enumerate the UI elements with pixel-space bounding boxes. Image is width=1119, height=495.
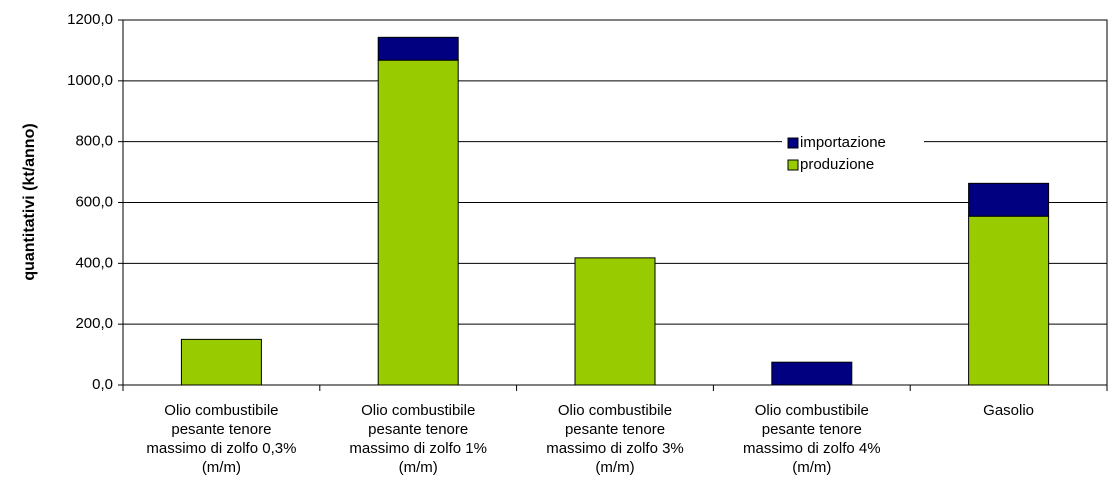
x-tick-line: massimo di zolfo 0,3%: [146, 440, 296, 457]
x-tick-line: Olio combustibile: [755, 402, 869, 419]
bar-segment: [180, 338, 262, 386]
x-tick-line: Olio combustibile: [164, 402, 278, 419]
bar-segment: [574, 257, 656, 386]
x-tick-line: Gasolio: [983, 402, 1034, 419]
plot-frame: [122, 19, 1108, 386]
x-tick-label: Olio combustibile pesante tenore massimo d…: [546, 402, 684, 476]
x-tick-line: pesante tenore: [565, 421, 665, 438]
y-tick-label: 600,0: [75, 193, 113, 210]
legend-box: [782, 128, 924, 180]
x-tick-line: (m/m): [792, 459, 831, 476]
x-tick-line: Olio combustibile: [558, 402, 672, 419]
x-tick-label: Olio combustibile pesante tenore massimo d…: [146, 402, 296, 476]
y-tick-label: 400,0: [75, 254, 113, 271]
y-tick-label: 200,0: [75, 315, 113, 332]
bar-segment: [771, 361, 853, 386]
x-tick-line: massimo di zolfo 4%: [743, 440, 881, 457]
x-tick-line: massimo di zolfo 3%: [546, 440, 684, 457]
bar-segment: [968, 215, 1050, 386]
y-tick-label: 1200,0: [67, 11, 113, 28]
y-tick-label: 0,0: [92, 376, 113, 393]
bar-segment: [968, 182, 1050, 217]
x-tick-line: Olio combustibile: [361, 402, 475, 419]
x-tick-label: Olio combustibile pesante tenore massimo d…: [743, 402, 881, 476]
y-tick-label: 1000,0: [67, 72, 113, 89]
x-tick-line: (m/m): [202, 459, 241, 476]
x-tick-label: Gasolio: [983, 402, 1034, 419]
x-tick-line: pesante tenore: [171, 421, 271, 438]
y-tick-label: 800,0: [75, 133, 113, 150]
x-tick-line: (m/m): [595, 459, 634, 476]
bar-segment: [377, 59, 459, 386]
y-axis-title: quantitativi (kt/anno): [21, 123, 38, 280]
bar-segment: [377, 36, 459, 61]
legend-swatch: [787, 137, 799, 149]
legend-label: produzione: [800, 156, 874, 173]
x-tick-line: pesante tenore: [368, 421, 468, 438]
x-tick-label: Olio combustibile pesante tenore massimo d…: [349, 402, 487, 476]
x-tick-line: massimo di zolfo 1%: [349, 440, 487, 457]
x-tick-line: pesante tenore: [762, 421, 862, 438]
legend-label: importazione: [800, 134, 886, 151]
x-tick-line: (m/m): [399, 459, 438, 476]
legend-swatch: [787, 159, 799, 171]
